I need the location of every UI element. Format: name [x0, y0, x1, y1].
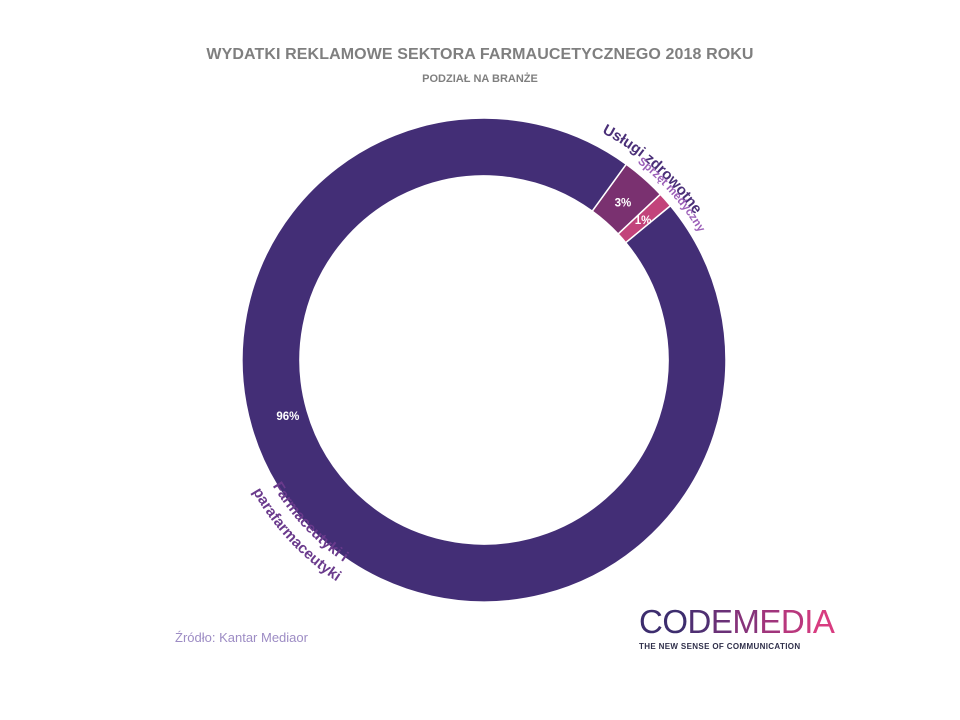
- logo-letter: M: [732, 603, 760, 640]
- value-label-uslugi-zdrowotne: 3%: [615, 197, 632, 209]
- logo-letter: E: [759, 603, 781, 640]
- logo-letter: E: [710, 603, 733, 640]
- slice-value-labels: 3%1% 96%: [276, 197, 651, 423]
- chart-subtitle: PODZIAŁ NA BRANŻE: [422, 73, 538, 85]
- logo-letter: A: [812, 603, 835, 640]
- logo-tagline: THE NEW SENSE OF COMMUNICATION: [639, 642, 801, 651]
- value-label-farmaceutyki-i-parafarmaceutyki: 96%: [276, 411, 299, 423]
- logo-letter: D: [780, 603, 805, 640]
- logo-letter: O: [662, 603, 688, 640]
- logo-letter: D: [687, 603, 712, 640]
- codemedia-logo: CODEMEDIA THE NEW SENSE OF COMMUNICATION: [639, 604, 839, 652]
- source-note: Źródło: Kantar Mediaor: [175, 630, 308, 645]
- logo-letter: C: [639, 603, 663, 640]
- slice-farmaceutyki-i-parafarmaceutyki: [241, 117, 727, 603]
- chart-title: WYDATKI REKLAMOWE SEKTORA FARMAUCETYCZNE…: [206, 46, 754, 63]
- logo-letter: I: [804, 603, 813, 640]
- value-label-sprzet-medyczny: 1%: [635, 215, 652, 227]
- donut-slices: [241, 117, 727, 603]
- logo-wordmark: CODEMEDIA: [639, 604, 839, 640]
